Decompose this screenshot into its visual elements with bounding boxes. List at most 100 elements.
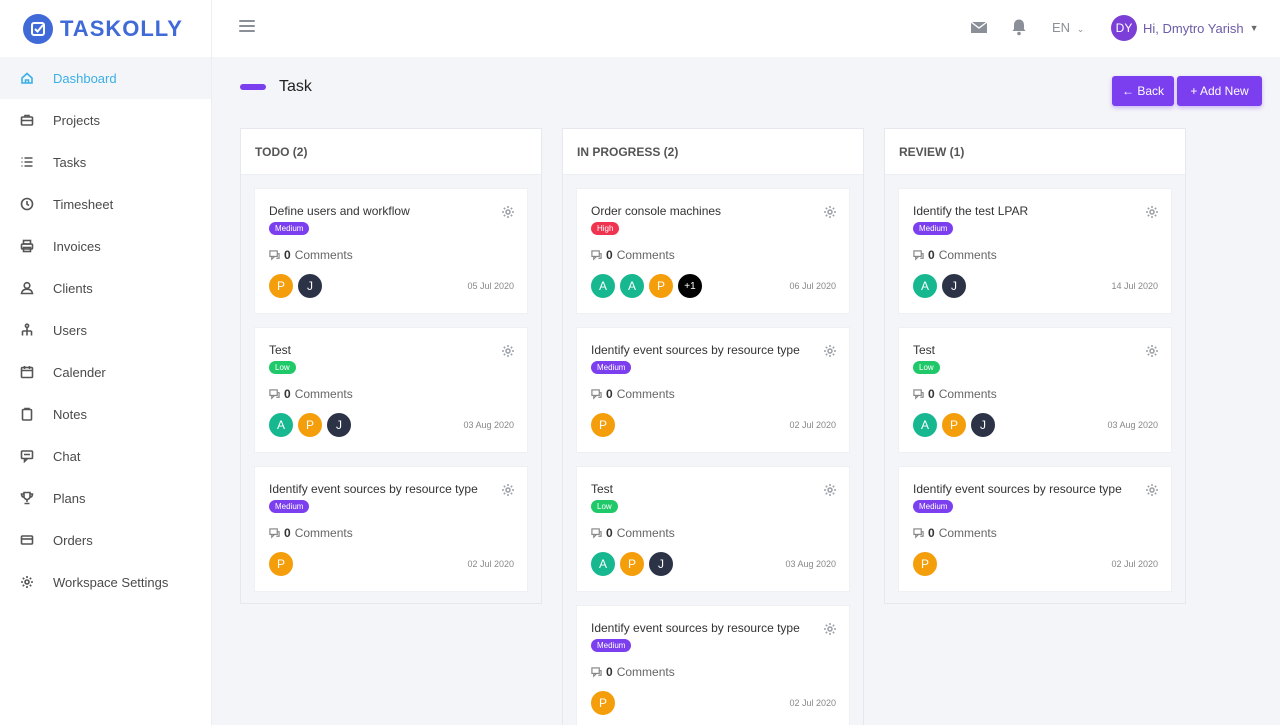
gear-icon[interactable] bbox=[823, 205, 837, 219]
page-title: Task bbox=[279, 78, 312, 95]
sidebar-item-users[interactable]: Users bbox=[0, 309, 211, 351]
priority-badge: Medium bbox=[913, 222, 954, 235]
due-date: 14 Jul 2020 bbox=[1111, 281, 1158, 291]
comments-count[interactable]: 0 Comments bbox=[591, 526, 675, 540]
avatar[interactable]: J bbox=[326, 412, 352, 438]
avatar[interactable]: A bbox=[590, 551, 616, 577]
comments-count[interactable]: 0 Comments bbox=[591, 387, 675, 401]
gear-icon[interactable] bbox=[823, 483, 837, 497]
clock-icon bbox=[20, 197, 34, 211]
avatar[interactable]: A bbox=[619, 273, 645, 299]
task-title: Test bbox=[913, 343, 936, 357]
task-card[interactable]: Test Low 0 Comments A P J 03 Aug 2020 bbox=[576, 466, 850, 592]
gear-icon[interactable] bbox=[1145, 205, 1159, 219]
comments-number: 0 bbox=[284, 526, 291, 540]
avatar[interactable]: P bbox=[941, 412, 967, 438]
comments-number: 0 bbox=[606, 665, 613, 679]
sidebar-item-orders[interactable]: Orders bbox=[0, 519, 211, 561]
avatar[interactable]: J bbox=[297, 273, 323, 299]
task-title: Identify event sources by resource type bbox=[591, 343, 800, 357]
home-icon bbox=[20, 71, 34, 85]
avatar[interactable]: P bbox=[268, 273, 294, 299]
avatar[interactable]: P bbox=[619, 551, 645, 577]
task-card[interactable]: Identify event sources by resource type M… bbox=[576, 605, 850, 725]
avatar[interactable]: J bbox=[648, 551, 674, 577]
sidebar-item-plans[interactable]: Plans bbox=[0, 477, 211, 519]
comments-count[interactable]: 0 Comments bbox=[913, 248, 997, 262]
task-card[interactable]: Identify event sources by resource type M… bbox=[576, 327, 850, 453]
sidebar-item-timesheet[interactable]: Timesheet bbox=[0, 183, 211, 225]
comments-count[interactable]: 0 Comments bbox=[269, 526, 353, 540]
column-body: Define users and workflow Medium 0 Comments… bbox=[241, 175, 541, 592]
comments-count[interactable]: 0 Comments bbox=[269, 248, 353, 262]
sidebar-item-workspace-settings[interactable]: Workspace Settings bbox=[0, 561, 211, 603]
priority-badge: Medium bbox=[913, 500, 954, 513]
sidebar-item-label: Chat bbox=[53, 448, 81, 464]
avatar[interactable]: P bbox=[648, 273, 674, 299]
task-card[interactable]: Test Low 0 Comments A P J 03 Aug 2020 bbox=[898, 327, 1172, 453]
language-selector[interactable]: EN ⌄ bbox=[1052, 20, 1084, 35]
comments-number: 0 bbox=[284, 387, 291, 401]
column-title: TODO (2) bbox=[241, 129, 541, 175]
avatar[interactable]: A bbox=[590, 273, 616, 299]
gear-icon[interactable] bbox=[501, 483, 515, 497]
user-menu[interactable]: DY Hi, Dmytro Yarish ▼ bbox=[1111, 15, 1259, 41]
comments-label: Comments bbox=[938, 526, 997, 540]
task-card[interactable]: Order console machines High 0 Comments A A P +1… bbox=[576, 188, 850, 314]
sidebar-item-clients[interactable]: Clients bbox=[0, 267, 211, 309]
task-card[interactable]: Identify event sources by resource type M… bbox=[898, 466, 1172, 592]
gear-icon[interactable] bbox=[501, 205, 515, 219]
credit-card-icon bbox=[20, 533, 34, 547]
sidebar-item-calender[interactable]: Calender bbox=[0, 351, 211, 393]
more-assignees-badge[interactable]: +1 bbox=[677, 273, 703, 299]
menu-toggle-icon[interactable] bbox=[239, 20, 255, 32]
sidebar-item-notes[interactable]: Notes bbox=[0, 393, 211, 435]
gear-icon[interactable] bbox=[823, 344, 837, 358]
sidebar-item-projects[interactable]: Projects bbox=[0, 99, 211, 141]
comments-count[interactable]: 0 Comments bbox=[591, 665, 675, 679]
avatar[interactable]: P bbox=[912, 551, 938, 577]
sidebar-item-chat[interactable]: Chat bbox=[0, 435, 211, 477]
comment-icon bbox=[913, 249, 924, 261]
task-card[interactable]: Define users and workflow Medium 0 Comments… bbox=[254, 188, 528, 314]
mail-icon[interactable] bbox=[970, 18, 988, 36]
assignee-avatars: A A P +1 bbox=[590, 273, 706, 299]
comments-count[interactable]: 0 Comments bbox=[913, 387, 997, 401]
task-card[interactable]: Identify the test LPAR Medium 0 Comments A J 1… bbox=[898, 188, 1172, 314]
add-new-button[interactable]: + Add New bbox=[1177, 76, 1262, 106]
gear-icon[interactable] bbox=[1145, 344, 1159, 358]
sidebar-item-invoices[interactable]: Invoices bbox=[0, 225, 211, 267]
sidebar-item-label: Tasks bbox=[53, 154, 87, 170]
comments-count[interactable]: 0 Comments bbox=[269, 387, 353, 401]
avatar[interactable]: P bbox=[297, 412, 323, 438]
gear-icon[interactable] bbox=[501, 344, 515, 358]
comments-count[interactable]: 0 Comments bbox=[591, 248, 675, 262]
avatar[interactable]: J bbox=[941, 273, 967, 299]
avatar[interactable]: A bbox=[912, 273, 938, 299]
comments-label: Comments bbox=[616, 665, 675, 679]
avatar[interactable]: A bbox=[268, 412, 294, 438]
gear-icon[interactable] bbox=[823, 622, 837, 636]
due-date: 02 Jul 2020 bbox=[789, 420, 836, 430]
avatar[interactable]: P bbox=[590, 412, 616, 438]
back-button[interactable]: ← Back bbox=[1112, 76, 1174, 106]
avatar[interactable]: J bbox=[970, 412, 996, 438]
bell-icon[interactable] bbox=[1010, 18, 1028, 36]
comment-icon bbox=[591, 666, 602, 678]
comments-number: 0 bbox=[606, 387, 613, 401]
gear-icon bbox=[20, 575, 34, 589]
brand[interactable]: TASKOLLY bbox=[0, 0, 211, 57]
avatar[interactable]: P bbox=[590, 690, 616, 716]
gear-icon[interactable] bbox=[1145, 483, 1159, 497]
comments-count[interactable]: 0 Comments bbox=[913, 526, 997, 540]
avatar[interactable]: A bbox=[912, 412, 938, 438]
sidebar-item-tasks[interactable]: Tasks bbox=[0, 141, 211, 183]
comment-icon bbox=[591, 249, 602, 261]
comments-number: 0 bbox=[928, 526, 935, 540]
chevron-down-icon: ⌄ bbox=[1076, 24, 1085, 34]
sidebar-item-dashboard[interactable]: Dashboard bbox=[0, 57, 211, 99]
avatar[interactable]: P bbox=[268, 551, 294, 577]
task-card[interactable]: Test Low 0 Comments A P J 03 Aug 2020 bbox=[254, 327, 528, 453]
task-card[interactable]: Identify event sources by resource type M… bbox=[254, 466, 528, 592]
